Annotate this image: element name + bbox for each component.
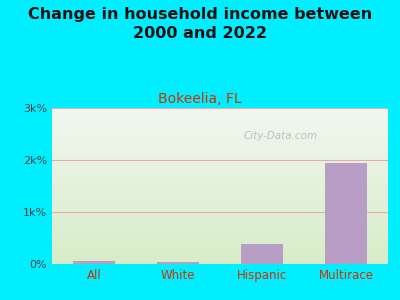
Bar bbox=[241, 244, 283, 264]
Bar bbox=[157, 262, 199, 264]
Bar bbox=[325, 163, 367, 264]
Bar bbox=[73, 261, 115, 264]
Text: Bokeelia, FL: Bokeelia, FL bbox=[158, 92, 242, 106]
Text: City-Data.com: City-Data.com bbox=[244, 131, 318, 141]
Text: Change in household income between
2000 and 2022: Change in household income between 2000 … bbox=[28, 8, 372, 41]
